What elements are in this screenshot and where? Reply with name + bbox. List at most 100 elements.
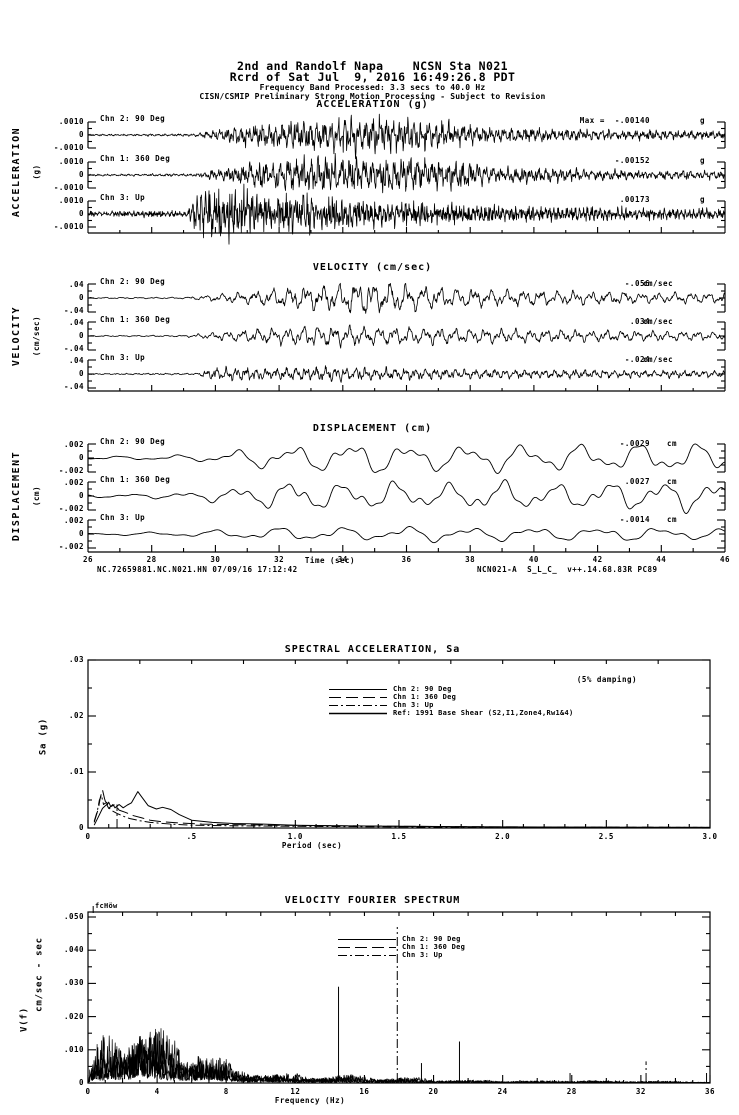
sa-legend-row: Chn 3: Up <box>328 702 434 709</box>
xtick-label: 32 <box>635 1087 646 1096</box>
displacement-y-axis-label: DISPLACEMENT <box>11 450 22 542</box>
sa-legend-row: Chn 1: 360 Deg <box>328 694 456 701</box>
channel-label: Chn 3: Up <box>100 353 146 362</box>
xtick-label: 1.0 <box>287 832 303 841</box>
ytick-label: 0 <box>78 130 84 139</box>
fourier-legend-row: Chn 3: Up <box>337 952 443 959</box>
max-unit: g <box>700 156 706 165</box>
ytick-label: 0 <box>78 170 84 179</box>
station-title: 2nd and Randolf Napa NCSN Sta N021 <box>237 59 508 73</box>
xtick-label: 16 <box>359 1087 370 1096</box>
legend-line-sample <box>338 954 396 957</box>
max-unit: cm/sec <box>643 317 674 326</box>
ytick-label: -.04 <box>63 382 84 391</box>
ytick-label: 0 <box>78 1078 84 1087</box>
xtick-label: 1.5 <box>391 832 407 841</box>
xtick-label: 32 <box>274 555 285 564</box>
ytick-label: 0 <box>78 293 84 302</box>
xtick-label: 36 <box>704 1087 716 1096</box>
legend-line-sample <box>338 946 396 949</box>
legend-line-sample <box>338 938 396 941</box>
ytick-label: .002 <box>63 516 84 525</box>
ytick-label: .04 <box>68 356 84 365</box>
ytick-label: -.04 <box>63 344 84 353</box>
ytick-label: -.002 <box>58 466 84 475</box>
fourier-legend-row: Chn 2: 90 Deg <box>337 936 461 943</box>
max-unit: cm <box>667 439 678 448</box>
ytick-label: .030 <box>63 978 84 988</box>
xtick-label: 46 <box>719 555 731 564</box>
xtick-label: 24 <box>497 1087 508 1096</box>
ytick-label: 0 <box>78 331 84 340</box>
max-unit: cm/sec <box>643 355 674 364</box>
max-value: -.0029 <box>619 439 650 448</box>
frequency-band-note: Frequency Band Processed: 3.3 secs to 40… <box>259 83 486 92</box>
ytick-label: .0010 <box>58 196 84 205</box>
xtick-label: 8 <box>223 1087 229 1096</box>
max-value: Max = -.00140 <box>579 116 650 125</box>
channel-label: Chn 1: 360 Deg <box>100 475 171 484</box>
frequency-axis-label: Frequency (Hz) <box>274 1096 346 1105</box>
sa-legend-row: Chn 2: 90 Deg <box>328 686 452 693</box>
xtick-label: 30 <box>210 555 221 564</box>
ytick-label: .03 <box>68 655 84 664</box>
legend-label: Chn 2: 90 Deg <box>402 935 461 943</box>
ytick-label: 0 <box>78 453 84 462</box>
record-datetime: Rcrd of Sat Jul 9, 2016 16:49:26.8 PDT <box>229 70 516 84</box>
period-axis-label: Period (sec) <box>281 841 343 850</box>
legend-label: Chn 1: 360 Deg <box>393 693 457 701</box>
ytick-label: 0 <box>78 491 84 500</box>
ytick-label: -.0010 <box>53 222 84 231</box>
xtick-label: 36 <box>401 555 412 564</box>
max-value: -.056 <box>624 279 650 288</box>
max-value: .034 <box>629 317 650 326</box>
max-value: .0027 <box>624 477 650 486</box>
xtick-label: 4 <box>154 1087 160 1096</box>
xtick-label: 0 <box>85 832 91 841</box>
xtick-label: 26 <box>82 555 94 564</box>
legend-label: Chn 2: 90 Deg <box>393 685 452 693</box>
xtick-label: 38 <box>465 555 476 564</box>
ytick-label: 0 <box>78 529 84 538</box>
channel-label: Chn 1: 360 Deg <box>100 154 171 163</box>
ytick-label: .002 <box>63 478 84 487</box>
max-value: -.0014 <box>619 515 650 524</box>
ytick-label: .010 <box>63 1044 84 1054</box>
channel-label: Chn 2: 90 Deg <box>100 114 166 123</box>
legend-line-sample <box>329 688 387 691</box>
max-value: .00173 <box>619 195 650 204</box>
xtick-label: 20 <box>428 1087 439 1096</box>
xtick-label: 40 <box>528 555 539 564</box>
ytick-label: 0 <box>78 823 84 832</box>
filter-corner-label: fcHöw <box>95 902 118 910</box>
ytick-label: .04 <box>68 280 84 289</box>
channel-label: Chn 2: 90 Deg <box>100 277 166 286</box>
ytick-label: -.0010 <box>53 183 84 192</box>
ytick-label: .002 <box>63 440 84 449</box>
legend-label: Chn 1: 360 Deg <box>402 943 466 951</box>
xtick-label: 44 <box>656 555 667 564</box>
ytick-label: .04 <box>68 318 84 327</box>
acceleration-title: ACCELERATION (g) <box>316 99 429 110</box>
fourier-spectrum-title: VELOCITY FOURIER SPECTRUM <box>284 895 461 906</box>
velocity-y-axis-label: VELOCITY <box>11 305 22 367</box>
legend-line-sample <box>329 696 387 699</box>
channel-label: Chn 2: 90 Deg <box>100 437 166 446</box>
xtick-label: 34 <box>337 555 348 564</box>
legend-line-sample <box>329 704 387 707</box>
acceleration-y-axis-unit: (g) <box>32 164 41 180</box>
record-id-footer: NC.72659881.NC.N021.HN 07/09/16 17:12:42 <box>97 565 298 574</box>
channel-label: Chn 3: Up <box>100 513 146 522</box>
xtick-label: 28 <box>146 555 157 564</box>
fourier-y-axis-label: V(f) <box>19 1007 30 1032</box>
ytick-label: .020 <box>63 1011 84 1021</box>
sa-legend-row: Ref: 1991 Base Shear (S2,I1,Zone4,Rw1&4) <box>328 710 574 717</box>
max-value: -.00152 <box>614 156 650 165</box>
processing-note: CISN/CSMIP Preliminary Strong Motion Pro… <box>199 92 546 101</box>
legend-label: Chn 3: Up <box>402 951 443 959</box>
ytick-label: -.04 <box>63 306 84 315</box>
max-unit: g <box>700 195 706 204</box>
xtick-label: 42 <box>592 555 603 564</box>
